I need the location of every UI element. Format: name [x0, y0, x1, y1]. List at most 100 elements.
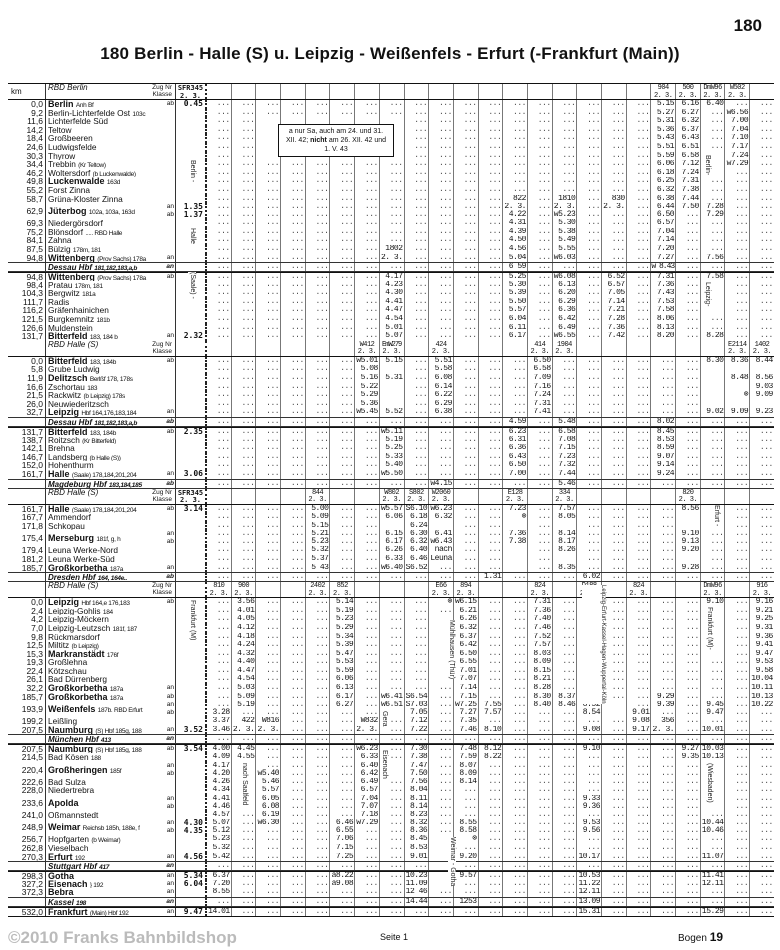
- train-class: 2. 3.: [179, 91, 202, 100]
- time: 6.15: [385, 530, 403, 539]
- no-stop-dots: ...: [537, 513, 551, 522]
- no-stop-dots: ...: [759, 306, 773, 315]
- no-stop-dots: ...: [562, 753, 576, 762]
- no-stop-dots: ...: [290, 734, 304, 744]
- timetable-cell: 9.53: [750, 658, 774, 667]
- timetable-cell: ...: [355, 168, 380, 178]
- timetable-cell: ......: [676, 819, 701, 836]
- no-stop-dots: ...: [488, 478, 502, 488]
- timetable-cell: w5.57: [380, 504, 405, 514]
- station-text: Weimar Reichsb 185h, 188e, f: [48, 819, 165, 835]
- station-text: Miltitz (b Leipzig): [48, 641, 175, 650]
- timetable-cell: ...: [232, 399, 257, 409]
- no-stop-dots: ...: [414, 606, 428, 615]
- timetable-cell: 5.43: [651, 134, 677, 143]
- no-stop-dots: ...: [513, 768, 526, 778]
- no-stop-dots: ...: [438, 280, 452, 289]
- no-stop-dots: ...: [216, 168, 230, 177]
- no-stop-dots: ...: [463, 272, 477, 281]
- timetable-cell: ...: [306, 666, 331, 676]
- timetable-cell: ...: [281, 777, 306, 787]
- timetable-cell: ...: [355, 573, 380, 582]
- km-value: 22,4: [8, 666, 46, 676]
- no-stop-dots: ...: [266, 906, 280, 916]
- timetable-cell: ...: [380, 786, 405, 795]
- timetable-cell: ...: [602, 872, 627, 880]
- no-stop-dots: ...: [661, 408, 675, 417]
- timetable-cell: ...: [330, 100, 356, 109]
- timetable-cell: ...: [479, 273, 504, 281]
- timetable-cell: [676, 554, 701, 564]
- timetable-cell: ...: [479, 623, 504, 633]
- timetable-cell: ...: [750, 725, 774, 735]
- station-label: Woltersdorf: [48, 168, 91, 178]
- no-stop-dots: ...: [463, 297, 477, 306]
- mark-1: ab: [166, 479, 174, 487]
- no-stop-dots: ...: [266, 219, 280, 228]
- no-stop-dots: ...: [685, 641, 699, 650]
- timetable-cell: ...: [330, 862, 356, 871]
- timetable-cell: ...: [232, 253, 257, 263]
- timetable-cell: ...: [602, 444, 627, 453]
- no-stop-dots: ...: [315, 469, 329, 478]
- no-stop-dots: ...: [513, 615, 526, 624]
- timetable-cell: 6.49: [355, 777, 380, 787]
- timetable-cell: ...: [676, 452, 701, 462]
- no-stop-dots: ...: [636, 332, 650, 341]
- time: 6.40: [409, 546, 428, 555]
- time: 5.19: [385, 435, 403, 444]
- timetable-cell: ......: [232, 819, 257, 836]
- no-stop-dots: ...: [636, 452, 650, 461]
- no-stop-dots: ...: [290, 906, 304, 916]
- timetable-cell: ...: [651, 908, 677, 916]
- connection-row: Magdeburg Hbf 183,184,185 ab.............…: [8, 478, 774, 489]
- no-stop-dots: ...: [513, 794, 526, 803]
- station-name: Lichterfelde Süd: [46, 117, 176, 126]
- timetable-cell: 5.39: [503, 289, 528, 298]
- rbd-name: RBD Berlin: [48, 84, 88, 92]
- time: 3.46: [212, 725, 230, 734]
- timetable-cell: 6.13: [553, 280, 578, 290]
- timetable-cell: ...: [232, 219, 257, 228]
- no-stop-dots: ...: [315, 306, 329, 315]
- timetable-cell: 1402 2. 3.: [750, 340, 774, 356]
- time: 7.35: [459, 717, 477, 726]
- timetable-cell: ...: [355, 280, 380, 290]
- timetable-cell: ...: [330, 888, 356, 897]
- timetable-cell: ...: [577, 753, 602, 762]
- timetable-cell: ...: [306, 297, 331, 307]
- timetable-cell: ...: [725, 786, 751, 795]
- no-stop-dots: ...: [414, 417, 428, 426]
- station-note: (Saale) 178,184,201,204: [71, 506, 137, 514]
- timetable-cell: ...: [701, 134, 726, 143]
- timetable-cell: ...: [306, 649, 331, 659]
- timetable-cell: ...: [306, 435, 331, 445]
- no-stop-dots: ...: [241, 134, 255, 143]
- timetable-cell: ...: [503, 641, 528, 650]
- timetable-cell: ......: [380, 819, 405, 836]
- timetable-cell: ...: [330, 573, 356, 582]
- time: 5.52: [385, 408, 403, 417]
- time: 8.23: [409, 810, 428, 819]
- no-stop-dots: ...: [636, 227, 650, 236]
- timetable-cell: ......: [528, 203, 553, 220]
- station-name: München Hbf 413 an: [46, 735, 176, 744]
- station-text: Großkorbetha 187a: [48, 684, 165, 693]
- timetable-cell: 7.55 7.57: [479, 701, 504, 718]
- station-row: 32,7 Leipzig Hbf 164,176,183,184 an.......…: [8, 408, 774, 417]
- no-stop-dots: ...: [562, 717, 576, 726]
- no-stop-dots: ...: [587, 835, 600, 844]
- timetable-cell: ...: [553, 872, 578, 880]
- time: 7.28: [706, 203, 724, 212]
- no-stop-dots: ...: [364, 452, 378, 461]
- no-stop-dots: ...: [735, 521, 749, 530]
- timetable-cell: [380, 117, 405, 126]
- no-stop-dots: ...: [266, 185, 280, 194]
- timetable-cell: ......: [330, 530, 356, 547]
- timetable-cell: ...: [330, 897, 356, 906]
- no-stop-dots: ...: [661, 801, 675, 811]
- no-stop-dots: ...: [513, 478, 526, 488]
- no-stop-dots: ...: [290, 810, 304, 819]
- timetable-cell: ...: [207, 692, 232, 702]
- station-label: Halle: [48, 504, 70, 514]
